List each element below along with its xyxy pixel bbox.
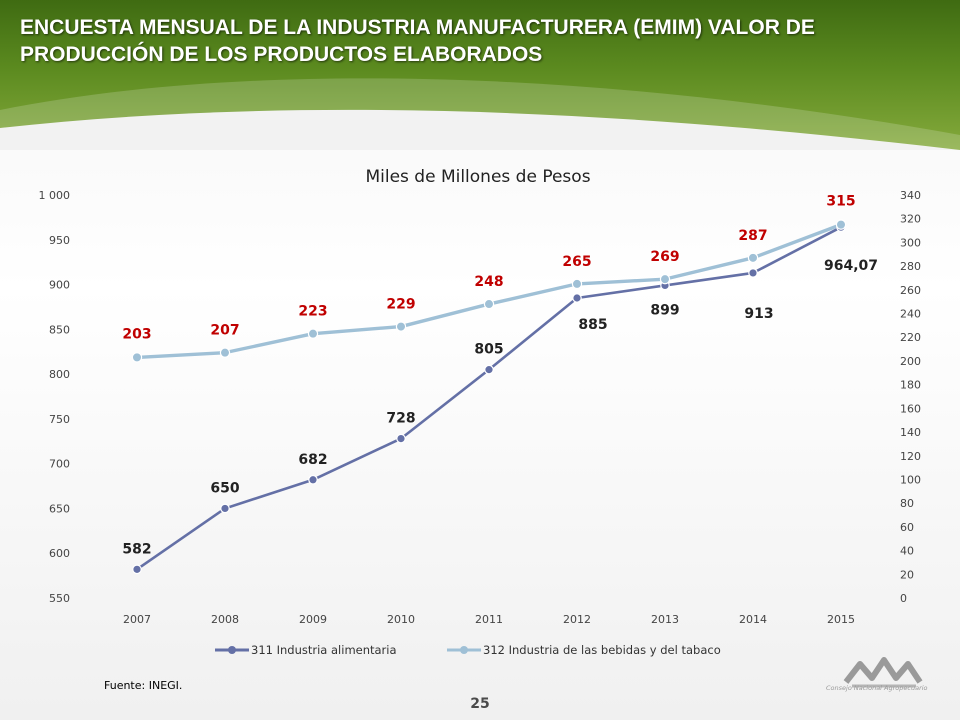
header-banner: ENCUESTA MENSUAL DE LA INDUSTRIA MANUFAC…	[0, 0, 960, 150]
series-2-point	[835, 219, 847, 230]
x-axis-tick-label: 2012	[563, 613, 591, 626]
right-axis-tick-label: 280	[900, 260, 921, 273]
series-1-point	[484, 364, 494, 375]
left-axis-tick-label: 1 000	[39, 189, 71, 202]
series-2-point	[131, 352, 143, 363]
right-axis-tick-label: 300	[900, 236, 921, 249]
series-1-data-label: 899	[650, 302, 679, 318]
right-axis-tick-label: 320	[900, 213, 921, 226]
series-1-point	[748, 268, 758, 278]
series-2-data-label: 269	[650, 249, 679, 265]
series-2-point	[395, 321, 407, 332]
x-axis-tick-label: 2014	[739, 613, 767, 626]
page-number: 25	[470, 696, 490, 712]
left-axis-tick-label: 850	[49, 323, 70, 336]
left-axis-tick-label: 550	[49, 592, 70, 605]
right-axis-tick-label: 80	[900, 497, 914, 510]
right-axis-tick-label: 260	[900, 284, 921, 297]
right-axis-tick-label: 140	[900, 426, 921, 439]
series-2-data-label: 265	[562, 254, 591, 270]
right-axis-tick-label: 340	[900, 189, 921, 202]
series-1-point	[308, 474, 318, 485]
left-axis-tick-label: 750	[49, 413, 70, 426]
series-2-point	[571, 278, 583, 290]
legend-swatch-marker-2	[460, 646, 468, 654]
right-axis-tick-label: 40	[900, 545, 914, 558]
left-axis-tick-label: 800	[49, 368, 70, 381]
right-axis-tick-label: 100	[900, 473, 921, 486]
series-2-point	[747, 252, 759, 264]
x-axis-tick-label: 2010	[387, 613, 415, 626]
left-axis-tick-label: 900	[49, 279, 70, 292]
right-axis-tick-label: 0	[900, 592, 907, 605]
cna-logo-icon	[843, 657, 923, 688]
legend-label-2: 312 Industria de las bebidas y del tabac…	[483, 643, 721, 657]
right-axis-tick-label: 180	[900, 379, 921, 392]
x-axis-tick-label: 2008	[211, 613, 239, 626]
right-axis-tick-label: 200	[900, 355, 921, 368]
source-note: Fuente: INEGI.	[104, 679, 183, 692]
x-axis-tick-label: 2007	[123, 613, 151, 626]
series-1-data-label: 728	[386, 411, 415, 427]
series-2-data-label: 287	[738, 228, 767, 244]
legend-label-1: 311 Industria alimentaria	[251, 643, 397, 657]
x-axis-tick-label: 2011	[475, 613, 503, 626]
right-axis-tick-label: 160	[900, 402, 921, 415]
header-wave-decoration	[0, 78, 960, 150]
x-axis-tick-label: 2009	[299, 613, 327, 626]
series-1-data-label: 913	[744, 306, 773, 322]
right-axis-tick-label: 60	[900, 521, 914, 534]
series-1-point	[220, 503, 230, 514]
series-1-data-label: 582	[122, 541, 151, 557]
series-2-data-label: 248	[474, 274, 503, 290]
series-2-point	[659, 273, 671, 285]
chart-title: Miles de Millones de Pesos	[365, 167, 590, 187]
x-axis-tick-label: 2013	[651, 613, 679, 626]
series-1-data-label: 885	[578, 317, 607, 333]
series-2-data-label: 315	[826, 194, 855, 210]
page-title: ENCUESTA MENSUAL DE LA INDUSTRIA MANUFAC…	[20, 16, 815, 66]
series-1-data-label: 650	[210, 480, 239, 496]
x-axis-tick-label: 2015	[827, 613, 855, 626]
series-line-2	[136, 223, 842, 360]
series-1-data-label: 682	[298, 452, 327, 468]
left-axis-tick-label: 600	[49, 547, 70, 560]
right-axis-tick-label: 220	[900, 331, 921, 344]
legend-swatch-marker-1	[228, 646, 236, 654]
series-2-point	[483, 298, 495, 310]
series-1-point	[132, 564, 142, 575]
left-axis-tick-label: 950	[49, 234, 70, 247]
series-1-point	[572, 293, 582, 303]
series-2-data-label: 203	[122, 326, 151, 342]
series-2-data-label: 223	[298, 304, 327, 320]
series-2-point	[219, 347, 231, 358]
left-axis-tick-label: 650	[49, 502, 70, 515]
series-1-data-label: 964,07	[824, 258, 878, 274]
left-axis-tick-label: 700	[49, 458, 70, 471]
series-1-data-label: 805	[474, 342, 503, 358]
series-2-data-label: 207	[210, 323, 239, 339]
series-1-point	[396, 433, 406, 444]
logo-caption: Consejo Nacional Agropecuario	[826, 684, 928, 692]
series-2-point	[307, 328, 319, 339]
right-axis-tick-label: 120	[900, 450, 921, 463]
right-axis-tick-label: 20	[900, 568, 914, 581]
right-axis-tick-label: 240	[900, 308, 921, 321]
series-2-data-label: 229	[386, 297, 415, 313]
